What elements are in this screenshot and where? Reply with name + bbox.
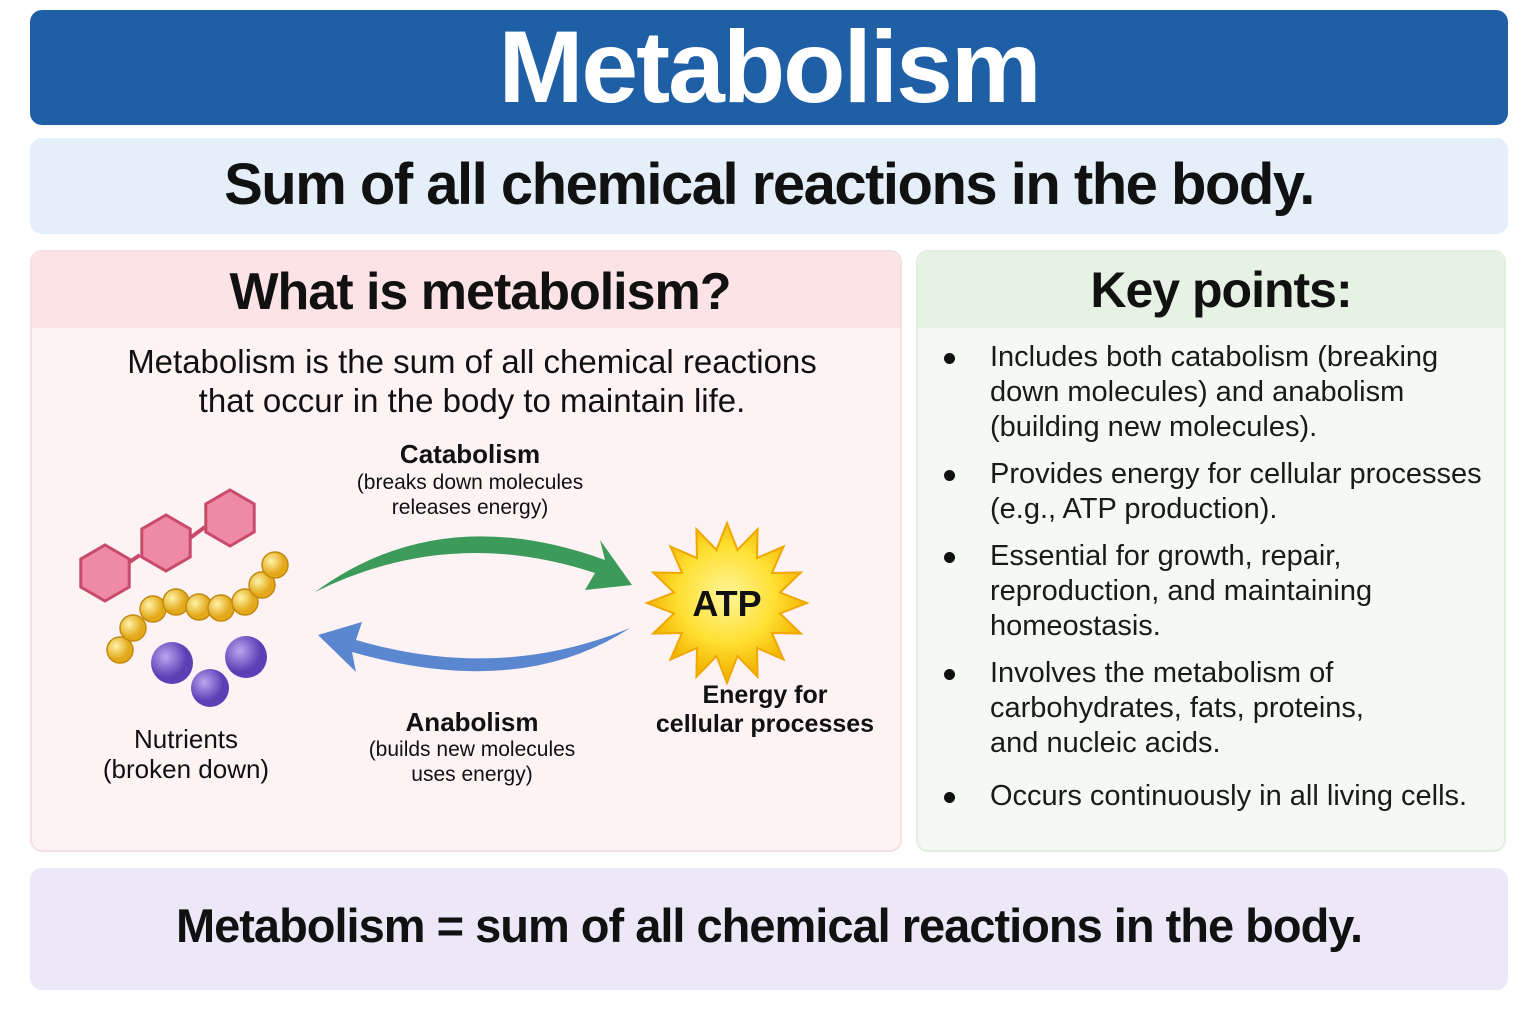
key-points: Includes both catabolism (breaking down … [918, 340, 1508, 826]
key-point: Includes both catabolism (breaking down … [918, 340, 1508, 445]
nutrients-label: Nutrients (broken down) [66, 724, 306, 784]
subtitle-bar [30, 138, 1508, 234]
detail-line: (builds new molecules [368, 738, 576, 761]
molecule-part [79, 543, 131, 603]
key-point: Occurs continuously in all living cells. [918, 779, 1508, 814]
energy-label: Energy for cellular processes [640, 681, 890, 739]
key-point: Involves the metabolism of carbohydrates… [918, 656, 1508, 761]
molecule-part [140, 513, 192, 573]
detail-line: uses energy) [411, 763, 533, 786]
left-panel-header [32, 252, 900, 328]
label-line: cellular processes [655, 710, 875, 738]
catabolism-title: Catabolism [399, 439, 541, 469]
molecule-part [139, 595, 167, 623]
right-panel [916, 250, 1506, 852]
right-heading: Key points: [1090, 262, 1352, 318]
catabolism-detail: (breaks down molecules releases energy) [320, 470, 620, 520]
molecule-part [106, 636, 134, 664]
anabolism-title: Anabolism [405, 707, 539, 737]
molecule-part [261, 551, 289, 579]
title: Metabolism [498, 10, 1041, 124]
molecule-part [231, 588, 259, 616]
molecule-part [162, 588, 190, 616]
atp-label: ATP [692, 583, 762, 624]
description: Metabolism is the sum of all chemical re… [30, 342, 914, 420]
key-point: Provides energy for cellular processes (… [918, 457, 1508, 527]
molecule-part [207, 594, 235, 622]
footer-text: Metabolism = sum of all chemical reactio… [175, 899, 1363, 952]
left-heading: What is metabolism? [229, 263, 731, 321]
detail-line: releases energy) [391, 496, 549, 519]
nutrient-molecules [79, 488, 289, 707]
right-panel-header [918, 252, 1504, 328]
anabolism-arrow [318, 622, 630, 672]
molecule-part [151, 642, 193, 684]
molecule-part [204, 488, 256, 548]
key-point: Essential for growth, repair, reproducti… [918, 539, 1508, 644]
description-line: Metabolism is the sum of all chemical re… [127, 343, 817, 380]
molecule-part [188, 525, 207, 540]
label-line: Energy for [702, 681, 828, 709]
detail-line: (breaks down molecules [356, 471, 584, 494]
subtitle: Sum of all chemical reactions in the bod… [224, 152, 1315, 217]
description-line: that occur in the body to maintain life. [198, 382, 746, 419]
molecule-part [248, 571, 276, 599]
catabolism-arrow [315, 536, 632, 592]
molecule-part [225, 636, 267, 678]
label-line: (broken down) [102, 754, 270, 784]
footer-bar [30, 868, 1508, 990]
atp-star [644, 520, 810, 686]
header-bar [30, 10, 1508, 125]
molecule-part [191, 669, 229, 707]
molecule-part [119, 614, 147, 642]
label-line: Nutrients [133, 724, 239, 754]
anabolism-detail: (builds new molecules uses energy) [322, 737, 622, 787]
